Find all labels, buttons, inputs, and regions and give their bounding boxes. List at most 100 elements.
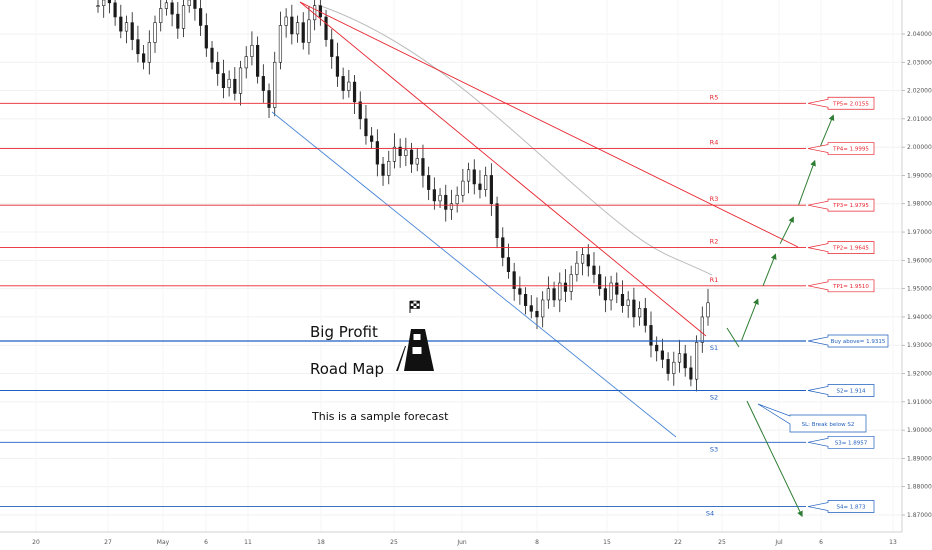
callout-text: S2= 1.914 (836, 389, 866, 395)
candle-body (330, 39, 334, 57)
time-tick-label: 25 (390, 539, 398, 546)
time-axis[interactable]: 20 27 May 6 11 18 25 Jun 8 15 22 25 Jul 6 13 (0, 531, 902, 546)
candle-body (427, 175, 431, 190)
candle-body (512, 271, 516, 289)
price-tick-label: 2.02000 (907, 88, 932, 95)
candle-body (706, 302, 710, 318)
callout-r1: TP1= 1.9510 (807, 279, 875, 293)
callout-s3: S3= 1.8957 (807, 435, 875, 449)
candle-body (495, 203, 499, 239)
forecast-up-arrow (741, 298, 759, 341)
candle-body (267, 90, 271, 108)
candle-body (569, 274, 573, 292)
candle-body (563, 282, 568, 292)
candle-body (341, 76, 345, 91)
price-tick-label: 1.89000 (907, 455, 932, 462)
candle-body (216, 61, 220, 74)
level-label-s3: S3 (710, 445, 718, 453)
time-tick-label: 25 (718, 539, 726, 546)
candle-body (489, 175, 493, 205)
candle-body (603, 288, 607, 301)
price-axis[interactable]: 2.04000 2.03000 2.02000 2.01000 2.00000 1.990… (901, 0, 932, 532)
checkered-flag-icon (409, 300, 420, 313)
candle-body (102, 0, 106, 6)
callout-r2: TP2= 1.9645 (807, 241, 875, 254)
price-tick-label: 1.95000 (907, 286, 932, 293)
candle-body (472, 169, 476, 185)
price-tick-label: 1.92000 (907, 371, 932, 378)
candle-body (233, 78, 237, 94)
candle-body (250, 44, 254, 57)
price-tick-label: 1.96000 (907, 257, 932, 264)
candle-body (159, 8, 163, 23)
candle-body (409, 149, 414, 165)
price-tick-label: 1.87000 (907, 512, 932, 519)
candle-body (119, 16, 123, 32)
callout-text: S3= 1.8957 (835, 440, 868, 446)
moving-average-line (317, 4, 713, 276)
candle-body (387, 160, 391, 176)
candle-body (199, 8, 203, 26)
level-label-s2: S2 (710, 394, 718, 402)
time-tick-label: 6 (819, 539, 823, 546)
candles-layer (96, 0, 710, 392)
candle-body (546, 288, 550, 301)
candle-body (432, 189, 436, 202)
candle-body (700, 316, 704, 343)
candle-body (523, 293, 528, 306)
time-tick-label: 15 (603, 539, 611, 546)
candle-body (449, 203, 454, 210)
title-line-1: Big Profit (310, 323, 378, 341)
time-tick-label: 27 (104, 539, 112, 546)
candle-body (307, 19, 311, 43)
callout-text: TP1= 1.9510 (832, 284, 869, 290)
candle-body (694, 342, 699, 380)
candle-body (535, 310, 539, 318)
callout-s4: S4= 1.873 (807, 500, 875, 513)
forecast-dip-segment (726, 327, 740, 348)
callout-box (807, 384, 875, 397)
candle-body (324, 16, 328, 40)
candle-body (529, 305, 533, 312)
candle-body (176, 13, 180, 29)
candle-body (352, 81, 357, 103)
candle-body (609, 282, 613, 301)
resistance-trend-line-shallow (299, 1, 799, 248)
candle-body (586, 254, 590, 267)
candle-body (96, 5, 100, 7)
candle-body (541, 299, 545, 318)
candle-body (444, 194, 448, 210)
callout-box (807, 500, 875, 513)
candle-body (615, 282, 619, 295)
candle-body (552, 288, 556, 301)
title-line-2: Road Map (310, 360, 384, 378)
callout-r4: TP4= 1.9995 (807, 142, 875, 155)
candle-body (113, 2, 117, 18)
candle-body (347, 81, 351, 91)
callout-text: TP3= 1.9795 (832, 203, 869, 209)
level-label-r2: R2 (710, 238, 719, 246)
level-callouts-layer: TP5= 2.0155 TP4= 1.9995 TP3= 1.9795 TP2= 1.… (757, 96, 889, 513)
price-levels-layer: R5 R4 R3 R2 R1 S1 S2 S3 S4 (0, 93, 806, 518)
candle-body (142, 53, 146, 63)
level-label-r5: R5 (710, 93, 719, 101)
candle-body (404, 149, 408, 156)
callout-box (807, 142, 875, 155)
candle-body (290, 16, 294, 35)
candle-body (181, 5, 186, 29)
candle-body (261, 76, 265, 91)
road-icon (396, 329, 434, 371)
candle-body (107, 0, 112, 4)
price-tick-label: 2.00000 (907, 144, 932, 151)
candle-body (575, 262, 579, 275)
trend-lines-layer (271, 1, 799, 438)
candle-body (580, 254, 585, 264)
time-tick-label: 8 (535, 539, 539, 546)
level-label-r3: R3 (710, 195, 719, 203)
candle-body (466, 169, 471, 182)
candle-body (147, 42, 151, 63)
candle-body (301, 22, 305, 43)
candle-body (273, 61, 277, 108)
price-tick-label: 1.97000 (907, 229, 932, 236)
candle-body (421, 158, 425, 176)
